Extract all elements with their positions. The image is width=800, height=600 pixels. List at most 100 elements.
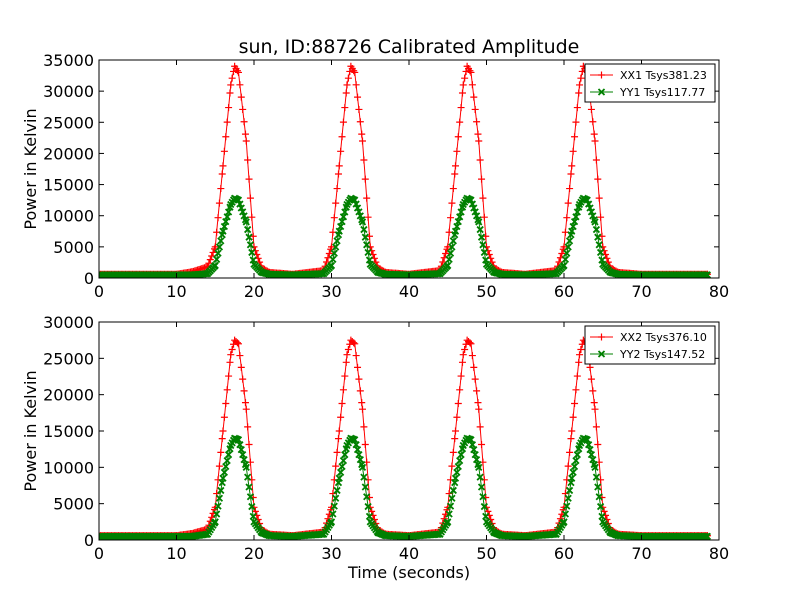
data-point [215,199,223,207]
data-point [236,81,244,89]
data-point [589,212,597,220]
data-point [356,387,364,395]
x-tick-label: 60 [554,282,574,301]
legend-box [584,63,716,103]
data-point [591,137,599,145]
data-point [569,468,577,476]
data-point [444,518,452,526]
data-point [227,351,235,359]
x-tick-label: 70 [631,544,651,563]
x-tick-label: 50 [476,282,496,301]
data-point [361,175,369,183]
data-point [444,243,452,251]
data-point [589,118,597,126]
y-tick-label: 10000 [43,207,94,226]
data-point [239,375,247,383]
data-point [224,208,233,216]
data-point [456,456,464,465]
data-point [350,339,358,347]
data-point [355,208,363,216]
data-point [456,213,464,221]
legend: XX2 Tsys376.10 YY2 Tsys147.52 [584,325,716,365]
data-point [246,493,255,501]
legend-marker [598,71,605,79]
data-point [237,93,245,101]
data-point [361,233,369,241]
legend-marker [597,88,606,96]
data-point [339,213,348,221]
x-tick-label: 70 [631,282,651,301]
data-point [363,241,371,249]
data-point [454,462,462,471]
data-point [558,249,566,257]
data-point [444,261,452,270]
data-point [569,147,577,155]
data-point [560,261,568,270]
data-point [217,237,225,245]
data-point [459,81,467,89]
data-point [218,170,226,178]
data-point [449,237,457,245]
data-point [596,248,605,257]
data-point [703,532,712,540]
data-point [226,358,234,366]
data-point [595,241,603,249]
x-axis-label: Time (seconds) [347,563,470,582]
data-point [211,518,219,526]
data-point [454,400,462,408]
data-point [451,227,460,235]
data-point [560,243,568,251]
data-point [240,455,248,464]
chart-title: sun, ID:88726 Calibrated Amplitude [239,36,580,58]
data-point [563,214,571,222]
data-point [471,375,479,383]
data-point [591,405,599,413]
top-subplot: 0 10 20 30 40 50 60 70 80 0 5000 10000 15000 20000 250… [21,51,729,301]
data-point [353,204,362,212]
data-point [354,93,362,101]
data-point [244,473,252,481]
x-tick-label: 40 [399,282,419,301]
data-point [211,261,219,270]
data-point [586,204,594,212]
data-point [222,400,230,408]
data-point [335,427,343,435]
data-point [561,255,570,264]
data-point [220,147,228,155]
data-point [479,493,487,501]
data-point [473,387,481,395]
y-tick-label: 15000 [43,422,94,441]
data-point [235,68,242,76]
x-tick-label: 0 [94,544,104,563]
data-point [359,405,366,413]
data-point [448,462,456,470]
data-point [351,436,359,444]
data-point [479,241,487,249]
data-point [569,413,577,421]
data-point [583,436,591,444]
data-point [594,483,602,491]
data-point [449,185,457,193]
data-point [456,386,464,394]
data-point [337,147,345,155]
data-point [245,441,253,449]
y-tick-label: 25000 [43,113,94,132]
data-point [327,261,336,270]
data-point [570,218,579,226]
data-point [363,493,371,501]
data-point [482,512,490,521]
data-point [241,399,249,407]
data-point [453,222,461,231]
data-point [364,213,372,221]
data-point [448,199,456,207]
data-point [242,137,250,145]
data-point [249,512,257,521]
data-point [328,243,335,251]
x-tick-label: 20 [244,282,264,301]
data-point [342,89,350,97]
data-point [568,227,576,235]
data-point [223,213,231,221]
data-point [568,162,576,170]
data-point [344,74,352,82]
data-point [337,413,345,421]
